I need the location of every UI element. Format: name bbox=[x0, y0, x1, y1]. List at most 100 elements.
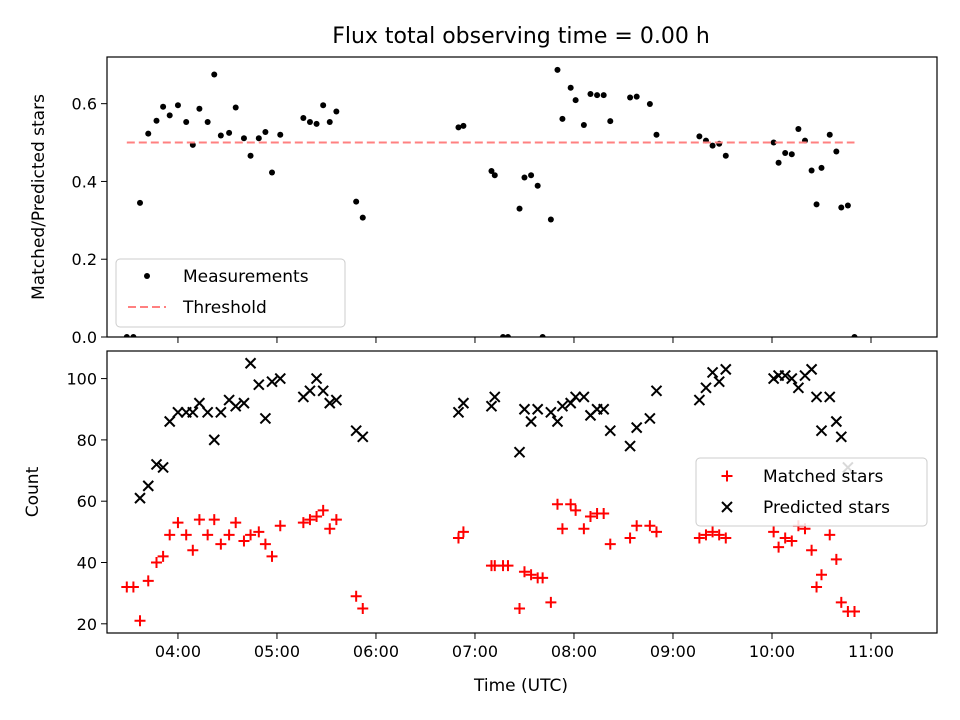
x-tick-label: 10:00 bbox=[749, 642, 795, 661]
matched-star-point bbox=[151, 557, 163, 568]
measurement-point bbox=[572, 97, 579, 104]
predicted-star-point bbox=[489, 391, 501, 403]
matched-star-point bbox=[245, 529, 257, 541]
matched-star-point bbox=[584, 511, 596, 523]
measurement-point bbox=[300, 115, 307, 122]
measurement-point bbox=[137, 199, 144, 206]
matched-star-point bbox=[631, 520, 643, 532]
matched-star-point bbox=[452, 532, 464, 544]
matched-star-point bbox=[824, 529, 836, 541]
measurement-point bbox=[534, 182, 541, 189]
y-tick-label: 100 bbox=[66, 370, 97, 389]
measurement-point bbox=[600, 92, 607, 99]
x-tick-label: 05:00 bbox=[254, 642, 300, 661]
predicted-star-point bbox=[551, 415, 564, 428]
matched-star-point bbox=[514, 602, 526, 614]
measurement-point bbox=[240, 135, 247, 142]
measurement-point bbox=[313, 120, 320, 127]
legend: Matched stars Predicted stars bbox=[695, 457, 928, 527]
predicted-star-point bbox=[134, 492, 146, 504]
measurement-point bbox=[247, 152, 254, 159]
measurement-point bbox=[460, 122, 467, 129]
matched-star-point bbox=[330, 514, 342, 526]
legend: Measurements Threshold bbox=[115, 258, 346, 328]
matched-star-point bbox=[525, 569, 537, 581]
measurement-point bbox=[262, 129, 269, 136]
measurement-point bbox=[559, 115, 566, 122]
predicted-star-point bbox=[792, 382, 805, 394]
x-tick-label: 04:00 bbox=[155, 642, 201, 661]
y-tick-label: 60 bbox=[77, 492, 97, 511]
legend-matched-marker bbox=[721, 470, 733, 482]
predicted-star-point bbox=[531, 403, 544, 415]
matched-star-point bbox=[811, 581, 823, 593]
measurement-point bbox=[333, 108, 340, 115]
matched-star-point bbox=[518, 566, 530, 578]
matched-star-point bbox=[223, 529, 235, 541]
predicted-star-point bbox=[569, 391, 582, 403]
predicted-star-point bbox=[630, 421, 643, 434]
predicted-star-point bbox=[805, 363, 818, 376]
predicted-star-point bbox=[142, 480, 154, 492]
predicted-star-point bbox=[830, 415, 843, 428]
predicted-star-point bbox=[556, 400, 569, 412]
measurement-point bbox=[554, 66, 561, 73]
predicted-star-point bbox=[597, 403, 610, 415]
top-panel: 0.0 0.2 0.4 0.6 Matched/Predicted stars Measu… bbox=[29, 56, 938, 347]
measurement-point bbox=[504, 334, 511, 337]
matched-star-point bbox=[565, 498, 577, 510]
measurement-point bbox=[607, 118, 614, 125]
matched-star-point bbox=[457, 526, 469, 538]
matched-star-point bbox=[773, 541, 785, 553]
measurement-point bbox=[539, 334, 546, 337]
matched-star-point bbox=[570, 504, 582, 516]
matched-star-point bbox=[157, 550, 169, 562]
predicted-star-point bbox=[238, 397, 250, 409]
predicted-star-point bbox=[779, 369, 791, 382]
predicted-star-point bbox=[187, 406, 199, 419]
legend-matched-label: Matched stars bbox=[763, 467, 883, 487]
predicted-star-point bbox=[518, 403, 531, 415]
predicted-star-point bbox=[172, 406, 184, 419]
matched-star-point bbox=[172, 517, 184, 529]
y-tick-label: 40 bbox=[77, 554, 97, 573]
measurement-point bbox=[844, 202, 851, 209]
legend-box bbox=[115, 258, 346, 328]
predicted-star-point bbox=[693, 394, 706, 406]
measurement-point bbox=[851, 334, 858, 337]
predicted-star-point bbox=[786, 372, 798, 385]
x-tick-label: 06:00 bbox=[353, 642, 399, 661]
measurement-point bbox=[269, 169, 276, 176]
matched-star-point bbox=[502, 560, 514, 572]
matched-star-point bbox=[215, 538, 227, 550]
predicted-star-point bbox=[457, 397, 470, 409]
matched-star-point bbox=[180, 529, 192, 541]
measurement-point bbox=[174, 102, 181, 109]
predicted-star-point bbox=[713, 375, 725, 388]
matched-star-point bbox=[556, 523, 568, 535]
predicted-star-point bbox=[253, 379, 265, 391]
matched-star-point bbox=[644, 520, 656, 532]
measurement-point bbox=[795, 125, 802, 132]
matched-star-point bbox=[350, 590, 362, 602]
measurement-point bbox=[204, 118, 211, 125]
measurement-point bbox=[775, 159, 782, 166]
predicted-star-point bbox=[624, 440, 636, 452]
predicted-star-point bbox=[810, 391, 823, 403]
matched-star-point bbox=[164, 529, 176, 541]
measurement-point bbox=[826, 131, 833, 138]
matched-star-point bbox=[274, 520, 286, 532]
y-tick-label: 0.4 bbox=[72, 172, 97, 191]
y-tick-label: 0.0 bbox=[72, 328, 97, 347]
predicted-star-point bbox=[604, 424, 616, 437]
matched-star-point bbox=[713, 529, 725, 541]
matched-star-point bbox=[848, 606, 860, 618]
predicted-star-point bbox=[650, 385, 663, 397]
matched-star-point bbox=[779, 532, 791, 544]
y-tick-label: 0.2 bbox=[72, 250, 97, 269]
measurement-point bbox=[833, 148, 840, 155]
measurement-point bbox=[516, 205, 523, 212]
matched-star-point bbox=[815, 569, 827, 581]
matched-star-point bbox=[624, 532, 636, 544]
